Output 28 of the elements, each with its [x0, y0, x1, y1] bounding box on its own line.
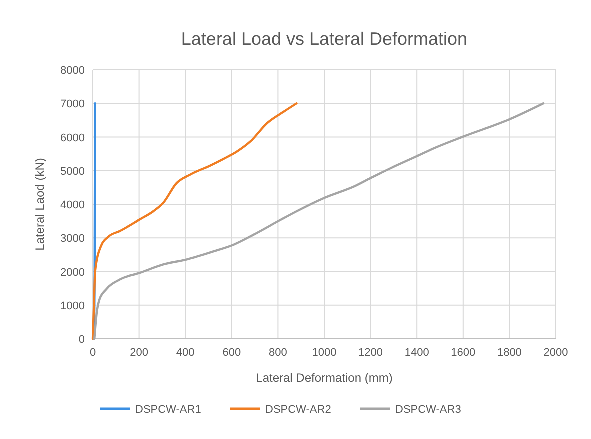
- chart-title: Lateral Load vs Lateral Deformation: [181, 29, 468, 49]
- x-axis-title: Lateral Deformation (mm): [256, 371, 393, 385]
- y-tick-label: 2000: [60, 266, 85, 279]
- x-tick-label: 1800: [497, 347, 522, 359]
- y-tick-label: 8000: [60, 65, 85, 77]
- y-tick-label: 5000: [60, 166, 85, 178]
- y-axis-title: Lateral Laod (kN): [33, 158, 47, 251]
- y-tick-label: 3000: [60, 233, 85, 246]
- y-tick-label: 6000: [60, 132, 85, 144]
- x-tick-label: 1200: [358, 347, 384, 359]
- y-tick-label: 1000: [60, 300, 85, 312]
- legend-label: DSPCW-AR3: [396, 404, 462, 416]
- x-tick-label: 400: [176, 347, 195, 359]
- x-tick-label: 600: [222, 347, 242, 359]
- x-tick-label: 1000: [312, 347, 337, 359]
- x-tick-label: 800: [269, 347, 288, 359]
- x-tick-label: 2000: [544, 347, 568, 359]
- line-series: [94, 102, 545, 340]
- legend-label: DSPCW-AR2: [266, 404, 332, 416]
- x-tick-label: 1400: [404, 347, 430, 359]
- x-tick-label: 0: [90, 347, 96, 359]
- y-tick-label: 0: [78, 334, 85, 346]
- y-tick-label: 4000: [60, 200, 85, 212]
- line-series: [92, 102, 298, 340]
- x-tick-label: 1600: [451, 347, 476, 359]
- y-tick-label: 7000: [60, 98, 85, 111]
- legend-label: DSPCW-AR1: [136, 404, 202, 416]
- x-tick-label: 200: [130, 347, 148, 359]
